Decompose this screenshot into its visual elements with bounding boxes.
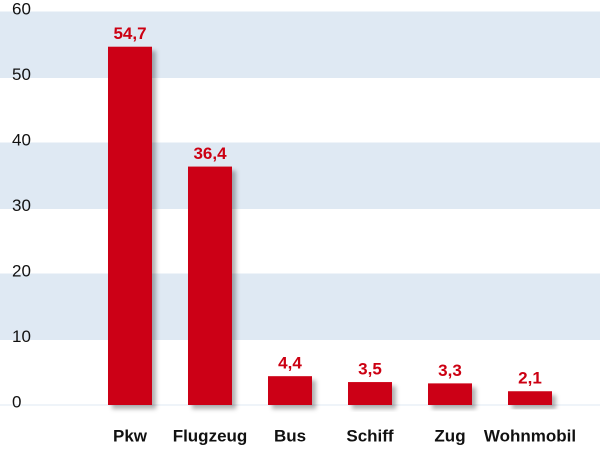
value-label: 2,1 bbox=[518, 369, 542, 388]
grid-band bbox=[0, 274, 600, 340]
y-tick-label: 0 bbox=[12, 392, 21, 411]
y-tick-label: 50 bbox=[12, 65, 31, 84]
y-tick-label: 10 bbox=[12, 327, 31, 346]
bar bbox=[188, 166, 232, 405]
value-label: 36,4 bbox=[193, 144, 227, 163]
grid-band bbox=[0, 12, 600, 78]
x-tick-label: Schiff bbox=[346, 426, 394, 445]
value-label: 54,7 bbox=[113, 24, 146, 43]
x-tick-label: Pkw bbox=[113, 426, 148, 445]
x-tick-label: Bus bbox=[274, 426, 306, 445]
bar bbox=[508, 391, 552, 405]
bar bbox=[428, 383, 472, 405]
value-label: 4,4 bbox=[278, 354, 302, 373]
bar bbox=[268, 376, 312, 405]
value-label: 3,3 bbox=[438, 361, 462, 380]
x-tick-label: Zug bbox=[434, 426, 465, 445]
x-tick-label: Flugzeug bbox=[173, 426, 248, 445]
x-tick-label: Wohnmobil bbox=[484, 426, 576, 445]
y-tick-label: 20 bbox=[12, 261, 31, 280]
y-tick-label: 30 bbox=[12, 196, 31, 215]
y-tick-label: 40 bbox=[12, 130, 31, 149]
y-tick-label: 60 bbox=[12, 0, 31, 18]
bar bbox=[348, 382, 392, 405]
bar bbox=[108, 46, 152, 406]
value-label: 3,5 bbox=[358, 360, 382, 379]
grid-band bbox=[0, 143, 600, 209]
